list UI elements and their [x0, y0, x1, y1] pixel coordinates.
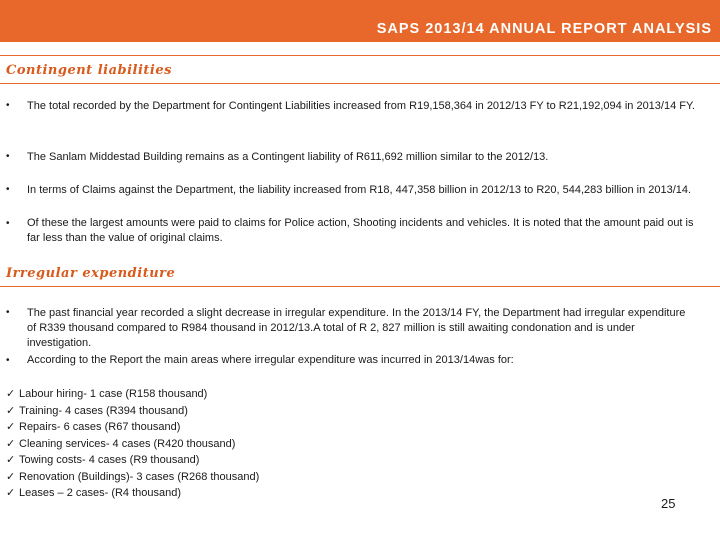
checklist-item: ✓ Leases – 2 cases- (R4 thousand): [6, 485, 259, 502]
irregular-bullet-1: The past financial year recorded a sligh…: [27, 307, 686, 349]
contingent-section-divider: [0, 83, 720, 84]
checkmark-icon: ✓: [6, 404, 16, 417]
page-number: 25: [661, 496, 676, 511]
checkmark-icon: ✓: [6, 421, 16, 433]
bullet-icon: •: [6, 100, 10, 111]
contingent-bullet-1: The total recorded by the Department for…: [27, 100, 695, 112]
bullet-icon: •: [6, 307, 10, 318]
checklist-item-label: Renovation (Buildings)- 3 cases (R268 th…: [19, 470, 260, 483]
checklist-item: ✓ Renovation (Buildings)- 3 cases (R268 t…: [6, 469, 259, 486]
bullet-icon: •: [6, 184, 10, 195]
checkmark-icon: ✓: [6, 487, 16, 499]
irregular-expenditure-checklist: ✓ Labour hiring- 1 case (R158 thousand) ✓…: [6, 386, 259, 502]
bullet-icon: •: [6, 355, 10, 366]
checklist-item: ✓ Training- 4 cases (R394 thousand): [6, 403, 259, 420]
checkmark-icon: ✓: [6, 388, 16, 400]
header-divider: [0, 55, 720, 56]
checklist-item-label: Training- 4 cases (R394 thousand): [19, 404, 188, 417]
checklist-item: ✓ Labour hiring- 1 case (R158 thousand): [6, 386, 259, 403]
irregular-bullet-2: According to the Report the main areas w…: [27, 354, 514, 366]
bullet-icon: •: [6, 218, 10, 229]
contingent-bullet-4: Of these the largest amounts were paid t…: [27, 217, 694, 244]
contingent-bullet-3: In terms of Claims against the Departmen…: [27, 184, 692, 196]
checklist-item: ✓ Cleaning services- 4 cases (R420 thousa…: [6, 436, 259, 453]
checkmark-icon: ✓: [6, 454, 16, 466]
checklist-item-label: Labour hiring- 1 case (R158 thousand): [19, 388, 208, 400]
checklist-item-label: Repairs- 6 cases (R67 thousand): [19, 421, 181, 433]
header-title: SAPS 2013/14 ANNUAL REPORT ANALYSIS: [376, 21, 712, 37]
irregular-section-title: Irregular expenditure: [6, 266, 176, 281]
bullet-icon: •: [6, 151, 10, 162]
irregular-section-divider: [0, 286, 720, 287]
checklist-item-label: Cleaning services- 4 cases (R420 thousan…: [19, 437, 236, 450]
header-bar: SAPS 2013/14 ANNUAL REPORT ANALYSIS: [0, 0, 720, 42]
checklist-item: ✓ Repairs- 6 cases (R67 thousand): [6, 419, 259, 436]
checkmark-icon: ✓: [6, 470, 16, 483]
checklist-item-label: Leases – 2 cases- (R4 thousand): [19, 487, 182, 499]
checklist-item-label: Towing costs- 4 cases (R9 thousand): [19, 454, 200, 466]
contingent-section-title: Contingent liabilities: [6, 63, 172, 78]
checklist-item: ✓ Towing costs- 4 cases (R9 thousand): [6, 452, 259, 469]
contingent-bullet-2: The Sanlam Middestad Building remains as…: [27, 151, 549, 163]
checkmark-icon: ✓: [6, 437, 16, 450]
